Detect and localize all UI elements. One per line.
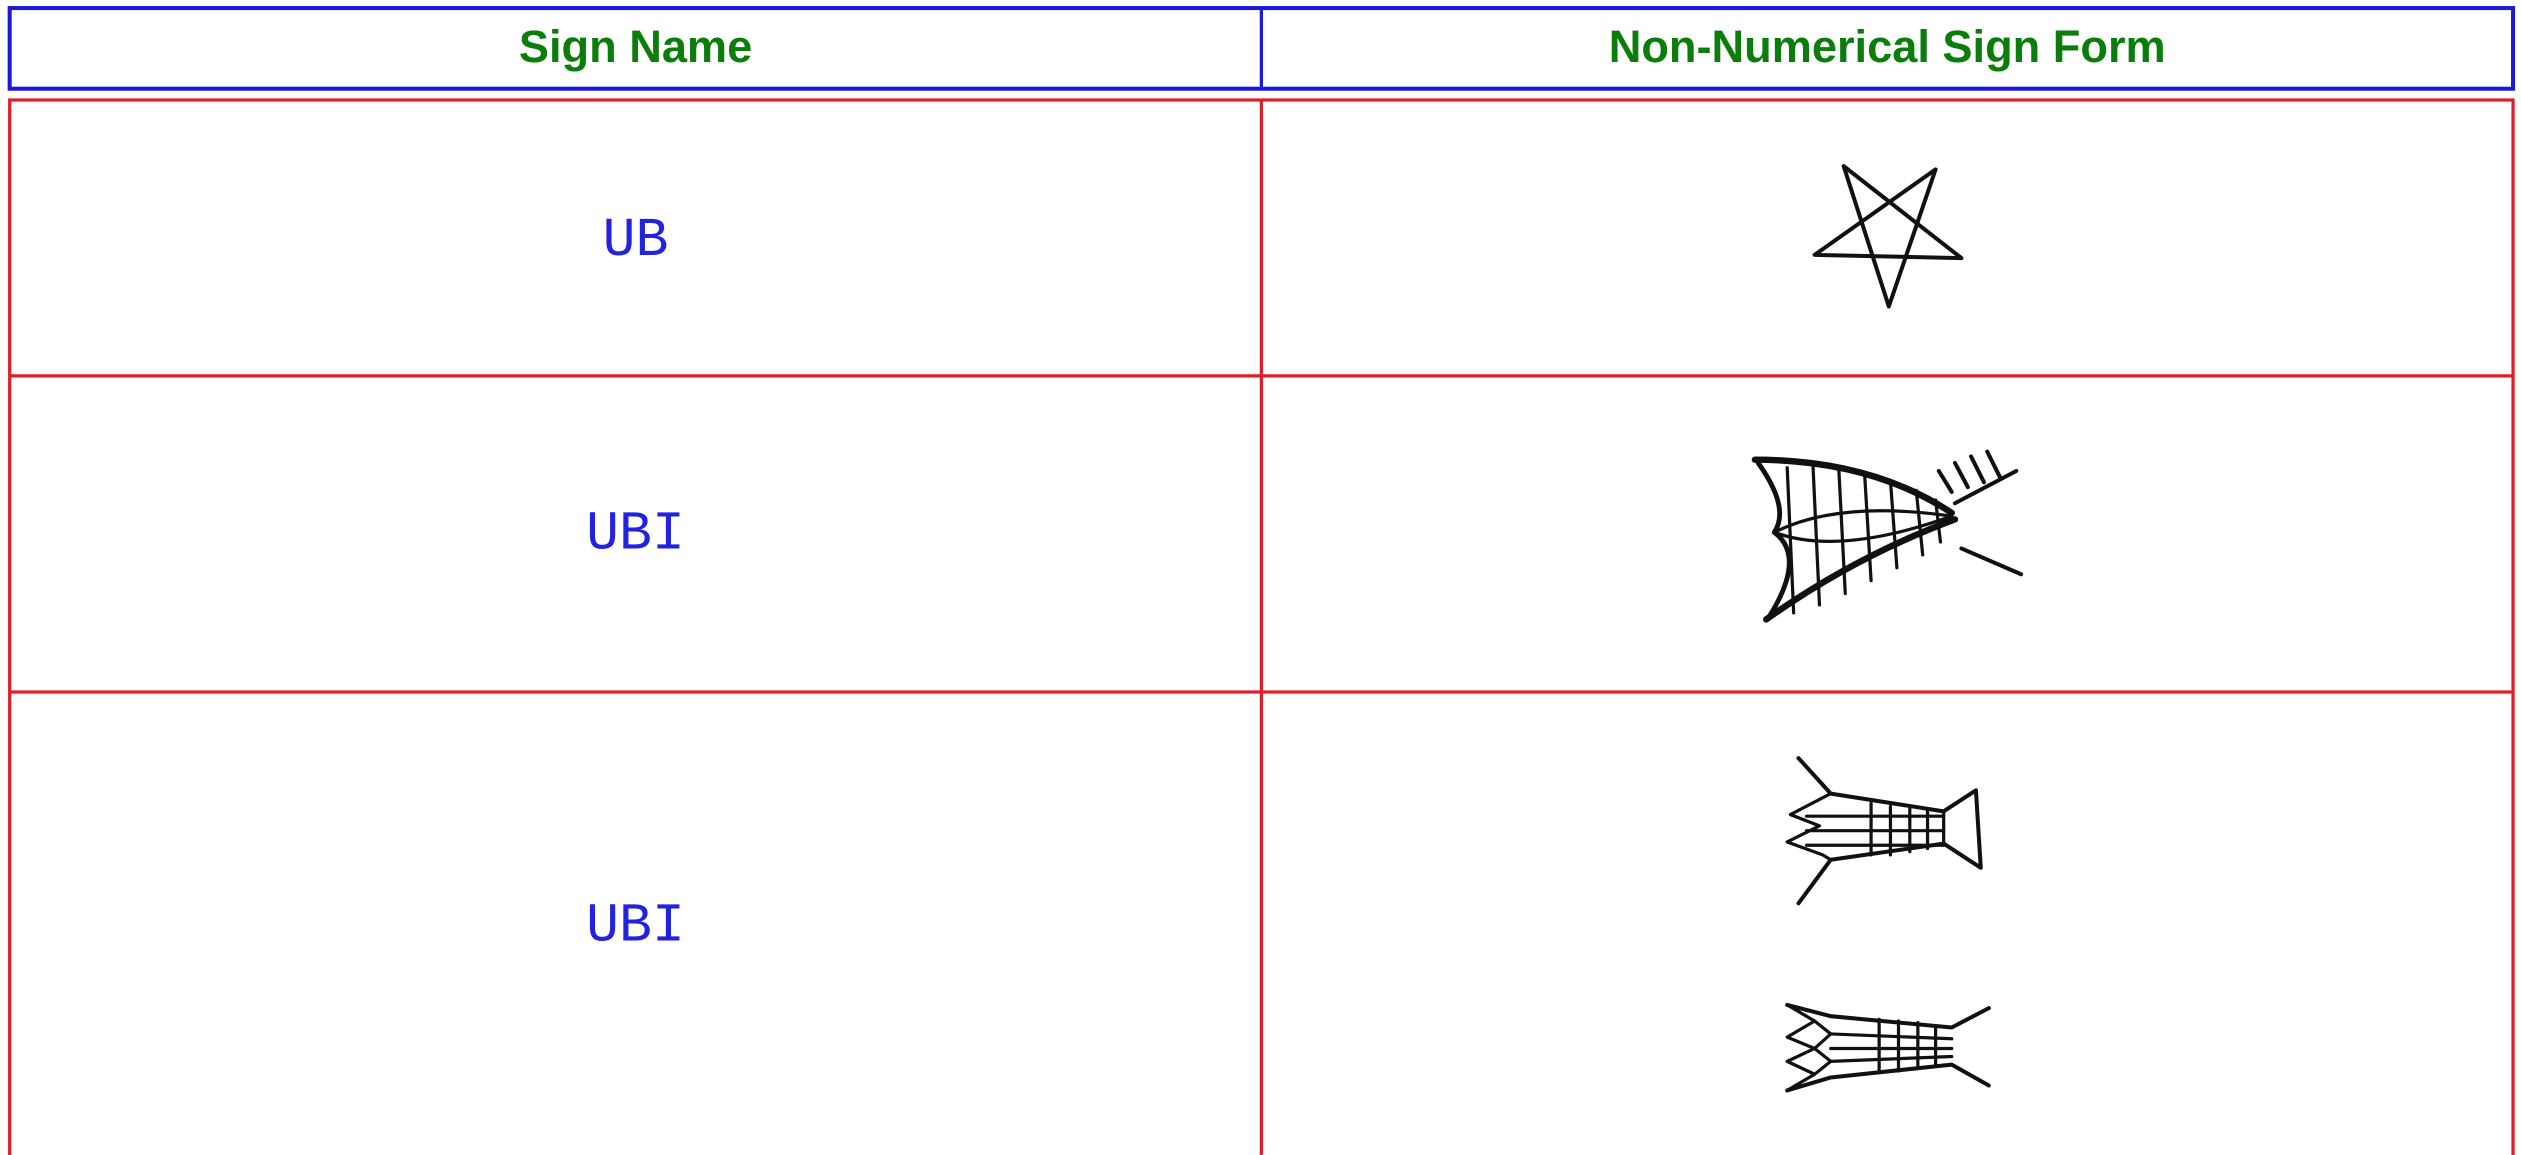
table-view: Sign Name Non-Numerical Sign Form UB UBI…: [7, 6, 2516, 1155]
sign-glyph: [1751, 449, 2024, 623]
header-cell: Non-Numerical Sign Form: [1609, 21, 2166, 72]
sign-glyph: [1812, 164, 1964, 309]
sign-name: UB: [603, 210, 669, 272]
sign-name: UBI: [586, 503, 685, 565]
sign-glyph: [1785, 1002, 1991, 1093]
header-cell: Sign Name: [519, 21, 752, 72]
sign-glyph: [1785, 756, 1983, 906]
sign-name: UBI: [586, 895, 685, 957]
